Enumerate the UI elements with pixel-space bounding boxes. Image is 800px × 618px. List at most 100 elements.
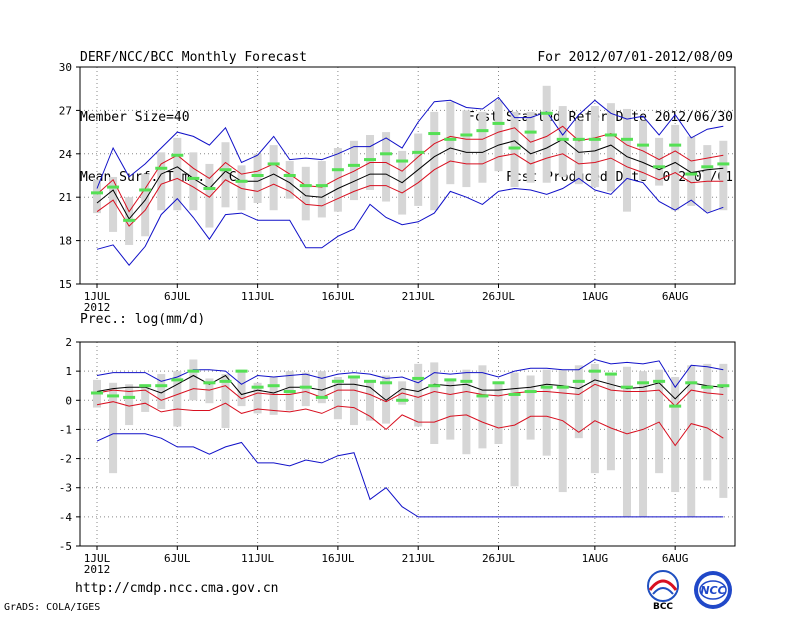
y-tick-label: -5 [59,540,72,553]
spread-box [414,363,423,427]
median-mark [155,384,168,388]
median-mark [251,385,264,389]
series-line-mean [96,138,724,220]
spread-box [141,384,150,412]
spread-box [687,136,696,206]
series-line-max [96,96,724,189]
median-mark [669,404,682,408]
spread-box [478,365,487,449]
median-mark [331,168,344,172]
spread-box [237,369,246,407]
median-mark [235,369,248,373]
source-url[interactable]: http://cmdp.ncc.cma.gov.cn [75,581,279,596]
spread-box [510,372,519,487]
median-mark [428,132,441,136]
median-mark [107,185,120,189]
spread-box [253,153,262,203]
spread-box [622,366,631,517]
median-mark [556,385,569,389]
spread-box [109,176,118,232]
median-mark [396,398,409,402]
median-mark [331,379,344,383]
spread-box [205,378,214,404]
median-mark [604,372,617,376]
spread-box [301,372,310,407]
spread-box [253,382,262,414]
spread-box [382,375,391,424]
y-tick-label: -1 [59,423,72,436]
y-tick-label: 21 [59,191,72,204]
median-mark [620,385,633,389]
median-mark [139,384,152,388]
spread-box [462,110,471,188]
median-mark [428,384,441,388]
spread-box [558,369,567,493]
median-mark [364,379,377,383]
series-line-p75 [96,383,724,407]
median-mark [347,163,360,167]
spread-box [639,371,648,517]
x-tick-label: 11JUL [241,552,274,565]
x-tick-label: 6JUL [164,290,191,303]
spread-box [446,378,455,440]
median-mark [219,168,232,172]
median-mark [171,153,184,157]
median-mark [588,137,601,141]
median-mark [604,133,617,137]
median-mark [588,369,601,373]
spread-box [430,362,439,444]
spread-box [382,132,391,202]
y-tick-label: 0 [65,394,72,407]
median-mark [251,174,264,177]
y-tick-label: 18 [59,235,72,248]
median-mark [637,381,650,385]
median-mark [492,121,505,125]
x-tick-label: 1JUL [84,290,111,303]
spread-box [542,369,551,456]
median-mark [187,369,200,373]
y-tick-label: -2 [59,453,72,466]
median-mark [508,146,521,150]
median-mark [283,174,296,177]
median-mark [556,137,569,141]
median-mark [508,392,521,396]
spread-box [157,152,166,211]
y-tick-label: 30 [59,61,72,74]
x-tick-label: 16JUL [321,552,354,565]
y-tick-label: 2 [65,336,72,349]
median-mark [653,165,666,169]
spread-box [189,152,198,211]
y-tick-label: 1 [65,365,72,378]
series-line-p25 [96,153,724,227]
spread-box [687,365,696,517]
spread-box [189,359,198,401]
spread-box [671,376,680,493]
grads-credit: GrADS: COLA/IGES [4,602,101,613]
spread-box [109,382,118,474]
spread-box [590,106,599,188]
y-tick-label: 27 [59,104,72,117]
y-tick-label: 15 [59,278,72,291]
x-tick-label: 16JUL [321,290,354,303]
spread-box [141,174,150,237]
spread-box [205,163,214,228]
median-mark [444,378,457,382]
forecast-period: For 2012/07/01-2012/08/09 [537,50,733,65]
spread-box [655,137,664,186]
median-mark [637,143,650,147]
spread-box [590,363,599,474]
median-mark [364,158,377,162]
spread-box [221,374,230,428]
spread-box [542,85,551,183]
median-mark [380,152,393,156]
x-tick-label: 1AUG [582,552,609,565]
median-mark [107,394,120,398]
median-mark [91,191,103,195]
median-mark [460,133,473,137]
median-mark [572,137,585,141]
spread-box [317,161,326,218]
x-tick-label: 11JUL [241,290,274,303]
spread-box [333,376,342,420]
median-mark [412,150,425,154]
median-mark [267,162,280,166]
